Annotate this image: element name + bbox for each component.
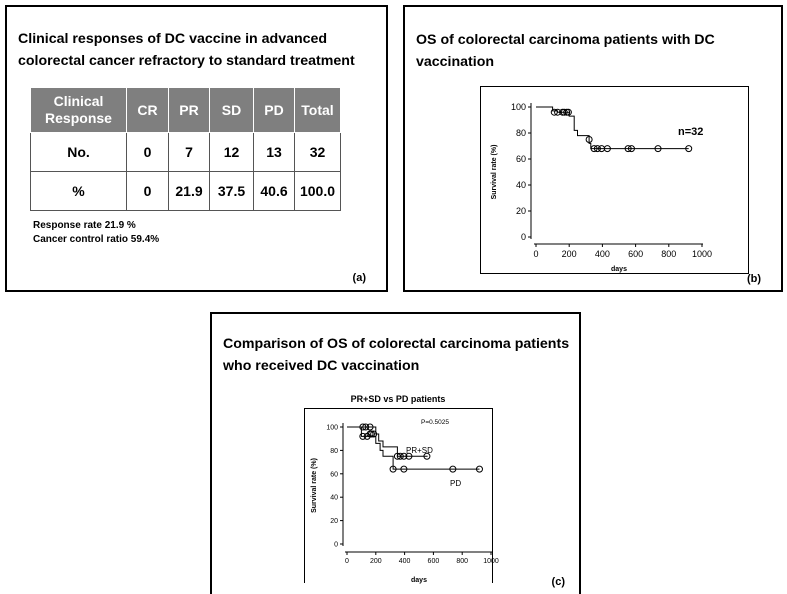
table-cell: No. <box>30 132 127 172</box>
censor-point-pr-sd <box>396 452 404 460</box>
censor-point-pr-sd <box>405 452 413 460</box>
table-cell: 100.0 <box>294 171 341 211</box>
panel-b-title: OS of colorectal carcinoma patients with… <box>416 32 715 70</box>
x-tick-label: 0 <box>533 249 538 259</box>
series-label-pr-sd: PR+SD <box>406 446 433 455</box>
censor-point-os <box>685 145 693 153</box>
censor-point-os <box>554 108 562 116</box>
censor-point-os <box>564 108 572 116</box>
cancer-control-ratio-note: Cancer control ratio 59.4% <box>33 234 160 245</box>
table-cell: 40.6 <box>253 171 295 211</box>
panel-a-label: (a) <box>352 272 366 284</box>
y-axis-label: Survival rate (%) <box>491 145 498 200</box>
panel-b: OS of colorectal carcinoma patients with… <box>403 5 783 292</box>
series-label-pd: PD <box>450 479 461 488</box>
y-tick-label: 40 <box>330 495 338 502</box>
censor-point-os <box>585 136 593 143</box>
panel-b-label: (b) <box>746 273 761 285</box>
os-chart-box: 0 20 40 60 80 100 0 200 400 600 800 1000 days Surviva… <box>480 86 749 274</box>
censor-point-pd <box>400 465 408 473</box>
table-cell: 13 <box>253 132 295 172</box>
censor-point-pr-sd <box>362 423 370 431</box>
clinical-response-table: Clinical Response CR PR SD PD Total No. … <box>30 87 341 211</box>
censor-point-os <box>590 145 598 153</box>
table-header-clinical-response: Clinical Response <box>30 87 127 133</box>
y-tick-label: 0 <box>334 541 338 548</box>
x-tick-label: 800 <box>456 558 468 565</box>
x-tick-label: 600 <box>628 249 643 259</box>
table-row: No. 0 7 12 13 32 <box>30 132 341 172</box>
panel-c-label: (c) <box>551 576 565 588</box>
y-tick-label: 20 <box>516 206 526 216</box>
censor-point-pr-sd <box>423 452 431 460</box>
table-header-cr: CR <box>126 87 169 133</box>
series-line-pr-sd <box>347 426 428 457</box>
censor-point-os <box>603 145 611 153</box>
y-tick-label: 40 <box>516 180 526 190</box>
censor-point-pd <box>389 465 397 473</box>
chart-title: PR+SD vs PD patients <box>351 394 446 404</box>
censor-point-pd <box>366 423 374 431</box>
y-tick-label: 100 <box>326 424 338 431</box>
x-tick-label: 400 <box>595 249 610 259</box>
y-tick-label: 60 <box>330 471 338 478</box>
censor-point-os <box>627 145 635 153</box>
comparison-chart-box: 0 20 40 60 80 100 0 200 400 600 800 1000 days Surviva… <box>304 394 499 584</box>
table-header-sd: SD <box>209 87 254 133</box>
x-tick-label: 800 <box>661 249 676 259</box>
table-cell: 32 <box>294 132 341 172</box>
sample-size-annotation: n=32 <box>678 126 703 138</box>
table-cell: 0 <box>126 132 169 172</box>
table-cell: 37.5 <box>209 171 254 211</box>
x-tick-label: 200 <box>562 249 577 259</box>
table-header-total: Total <box>294 87 341 133</box>
censor-point-os <box>593 145 601 153</box>
y-tick-label: 80 <box>516 128 526 138</box>
censor-point-os <box>654 145 662 153</box>
censor-point-os <box>624 145 632 153</box>
censor-point-os <box>560 108 568 116</box>
x-tick-label: 400 <box>399 558 411 565</box>
table-cell: % <box>30 171 127 211</box>
y-tick-label: 0 <box>521 232 526 242</box>
x-tick-label: 1000 <box>692 249 712 259</box>
censor-point-pd <box>475 465 483 473</box>
panel-a-title: Clinical responses of DC vaccine in adva… <box>18 31 355 69</box>
censor-point-pd <box>363 432 371 440</box>
censor-point-pd <box>359 432 367 440</box>
y-axis-label: Survival rate (%) <box>311 458 318 513</box>
table-cell: 21.9 <box>168 171 210 211</box>
table-cell: 0 <box>126 171 169 211</box>
response-rate-note: Response rate 21.9 % <box>33 220 136 231</box>
censor-point-pd <box>449 465 457 473</box>
series-line-os <box>536 106 689 150</box>
p-value-annotation: P=0.5025 <box>421 419 449 426</box>
x-tick-label: 1000 <box>483 558 499 565</box>
y-tick-label: 100 <box>511 102 526 112</box>
panel-c: Comparison of OS of colorectal carcinoma… <box>210 312 581 594</box>
table-cell: 7 <box>168 132 210 172</box>
panel-a: Clinical responses of DC vaccine in adva… <box>5 5 388 292</box>
y-tick-label: 80 <box>330 448 338 455</box>
x-tick-label: 0 <box>345 558 349 565</box>
table-row: % 0 21.9 37.5 40.6 100.0 <box>30 171 341 211</box>
x-axis-label: days <box>411 577 427 584</box>
censor-point-pr-sd <box>400 452 408 460</box>
series-line-pd <box>347 426 480 470</box>
y-tick-label: 20 <box>330 518 338 525</box>
censor-point-pr-sd <box>370 430 378 438</box>
table-cell: 12 <box>209 132 254 172</box>
x-axis-label: days <box>611 266 627 273</box>
table-header-pr: PR <box>168 87 210 133</box>
panel-c-title: Comparison of OS of colorectal carcinoma… <box>223 336 570 374</box>
x-tick-label: 600 <box>428 558 440 565</box>
table-header-pd: PD <box>253 87 295 133</box>
censor-point-os <box>550 108 558 116</box>
y-tick-label: 60 <box>516 154 526 164</box>
x-tick-label: 200 <box>370 558 382 565</box>
